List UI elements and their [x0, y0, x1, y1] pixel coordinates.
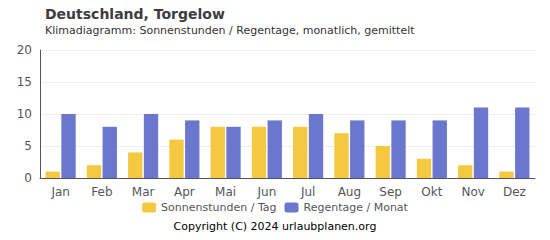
- svg-text:20: 20: [17, 43, 32, 57]
- svg-text:0: 0: [24, 171, 32, 185]
- svg-text:Jan: Jan: [50, 185, 70, 199]
- svg-text:Okt: Okt: [421, 185, 442, 199]
- svg-text:Feb: Feb: [91, 185, 112, 199]
- svg-text:10: 10: [17, 107, 32, 121]
- svg-text:Dez: Dez: [503, 185, 526, 199]
- svg-text:Nov: Nov: [461, 185, 484, 199]
- svg-text:Aug: Aug: [338, 185, 361, 199]
- svg-text:Mai: Mai: [215, 185, 236, 199]
- svg-text:Mar: Mar: [132, 185, 155, 199]
- svg-text:Klimadiagramm: Sonnenstunden /: Klimadiagramm: Sonnenstunden / Regentage…: [45, 24, 415, 37]
- svg-text:Copyright (C) 2024 urlaubplane: Copyright (C) 2024 urlaubplanen.org: [174, 220, 377, 233]
- svg-text:Regentage / Monat: Regentage / Monat: [304, 201, 409, 214]
- svg-text:Jul: Jul: [300, 185, 315, 199]
- svg-text:Apr: Apr: [174, 185, 195, 199]
- svg-text:Jun: Jun: [257, 185, 277, 199]
- svg-text:Sonnenstunden / Tag: Sonnenstunden / Tag: [161, 201, 276, 214]
- svg-text:Deutschland, Torgelow: Deutschland, Torgelow: [45, 6, 225, 22]
- svg-text:Sep: Sep: [379, 185, 402, 199]
- svg-text:5: 5: [24, 139, 32, 153]
- svg-text:15: 15: [17, 75, 32, 89]
